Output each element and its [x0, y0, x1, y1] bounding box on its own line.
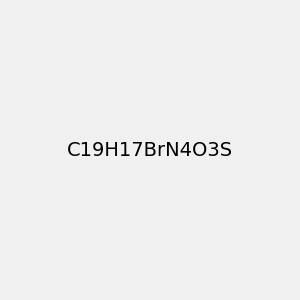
Text: C19H17BrN4O3S: C19H17BrN4O3S — [67, 140, 233, 160]
